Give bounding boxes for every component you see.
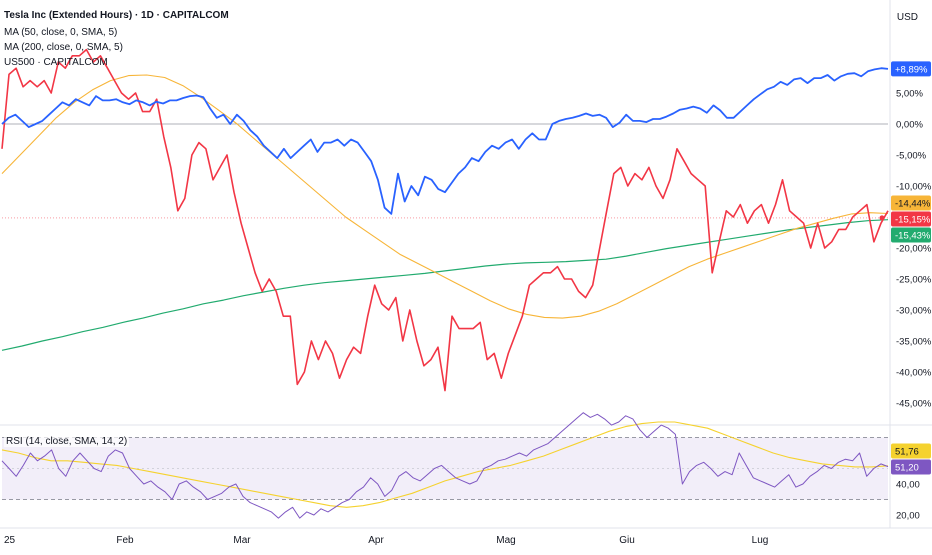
price-tag-label: 51,76 [895,447,919,458]
ma50-legend[interactable]: MA (50, close, 0, SMA, 5) [4,27,118,38]
chart-title[interactable]: Tesla Inc (Extended Hours) · 1D · CAPITA… [4,10,229,21]
x-tick-label: 25 [4,535,16,546]
price-tag-bg [891,61,931,77]
price-tag-bg [891,211,931,227]
price-tag-bg [891,459,931,475]
price-tag-bg [891,443,931,459]
price-tag-label: -15,15% [895,215,931,226]
currency-label[interactable]: USD [896,12,918,23]
x-tick-label: Feb [116,535,134,546]
price-tag-label: +8,89% [895,64,928,75]
x-tick-label: Giu [619,535,635,546]
compare-legend[interactable]: US500 · CAPITALCOM [4,57,108,68]
y-tick-label: -20,00% [896,244,932,255]
series-line-rsi-ma [1,421,889,508]
x-tick-label: Mag [496,535,515,546]
y-tick-label: -5,00% [896,151,927,162]
y-tick-label: -30,00% [896,306,932,317]
x-tick-label: Lug [752,535,769,546]
ma200-legend[interactable]: MA (200, close, 0, SMA, 5) [4,42,123,53]
series-line-tesla [1,48,889,392]
price-tag-label: 51,20 [895,463,919,474]
series-line-ma50 [1,74,889,319]
series-line-us500 [1,67,889,215]
price-tag-label: -14,44% [895,199,931,210]
series-line-rsi [1,412,889,519]
y-tick-label: 5,00% [896,89,923,100]
price-tag-bg [891,227,931,243]
y-tick-label: -45,00% [896,399,932,410]
price-tag-label: -15,43% [895,231,931,242]
series-line-ma200 [1,219,889,351]
price-tag-bg [891,195,931,211]
y-tick-label: 0,00% [896,120,923,131]
rsi-y-tick-label: 20,00 [896,511,920,522]
x-tick-label: Mar [233,535,251,546]
rsi-y-tick-label: 40,00 [896,480,920,491]
tesla-end-marker [879,215,885,221]
y-tick-label: -40,00% [896,368,932,379]
rsi-legend[interactable]: RSI (14, close, SMA, 14, 2) [4,436,130,447]
y-tick-label: -25,00% [896,275,932,286]
y-tick-label: -10,00% [896,182,932,193]
x-tick-label: Apr [368,535,384,546]
y-tick-label: -35,00% [896,337,932,348]
